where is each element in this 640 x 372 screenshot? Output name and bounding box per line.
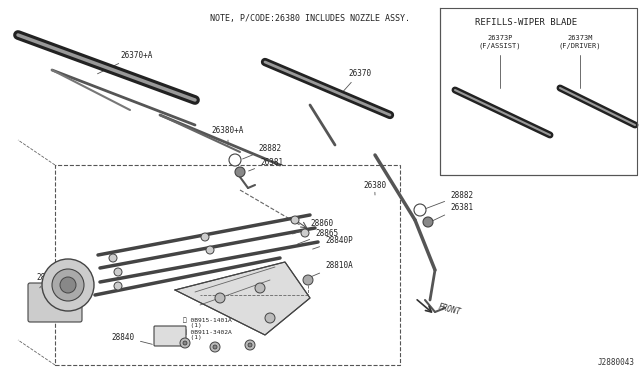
Text: NOTE, P/CODE:26380 INCLUDES NOZZLE ASSY.: NOTE, P/CODE:26380 INCLUDES NOZZLE ASSY. [210,13,410,22]
Text: REFILLS-WIPER BLADE: REFILLS-WIPER BLADE [475,17,577,26]
Circle shape [52,269,84,301]
Circle shape [245,340,255,350]
Circle shape [114,268,122,276]
Circle shape [265,313,275,323]
Circle shape [423,217,433,227]
Text: 28810A: 28810A [310,260,353,277]
Circle shape [213,345,217,349]
Circle shape [414,204,426,216]
Text: 28865: 28865 [298,228,338,244]
Text: 28860: 28860 [292,218,333,234]
Text: (1): (1) [183,323,202,327]
Text: 28840P: 28840P [312,235,353,249]
Circle shape [206,246,214,254]
Circle shape [303,275,313,285]
FancyBboxPatch shape [154,326,186,346]
Text: 28882: 28882 [243,144,281,159]
Circle shape [229,154,241,166]
Text: Ⓜ 0B915-1401A: Ⓜ 0B915-1401A [183,317,232,323]
Circle shape [180,338,190,348]
Circle shape [248,343,252,347]
Circle shape [215,293,225,303]
Circle shape [291,216,299,224]
Circle shape [114,282,122,290]
Bar [55,165,400,365]
Polygon shape [175,262,310,335]
Text: 26370: 26370 [342,68,371,93]
Circle shape [235,167,245,177]
Circle shape [109,254,117,262]
Text: 28840: 28840 [112,333,152,344]
Text: J2880043: J2880043 [598,358,635,367]
Text: FRONT: FRONT [437,303,461,317]
Circle shape [42,259,94,311]
Circle shape [183,341,187,345]
Circle shape [301,229,309,237]
Text: 28810: 28810 [37,273,60,288]
Circle shape [210,342,220,352]
Text: 26373M
(F/DRIVER): 26373M (F/DRIVER) [559,35,601,49]
FancyBboxPatch shape [28,283,82,322]
Text: (1): (1) [183,334,202,340]
Text: 28882: 28882 [424,190,473,209]
Text: 26380+A: 26380+A [212,125,244,145]
Text: 26381: 26381 [433,202,473,221]
Text: 26370+A: 26370+A [97,51,152,74]
Circle shape [60,277,76,293]
Circle shape [201,233,209,241]
Text: 26381: 26381 [248,157,283,171]
Text: Ⓝ 0B911-3402A: Ⓝ 0B911-3402A [183,329,232,335]
Text: 26380: 26380 [363,180,386,195]
Circle shape [255,283,265,293]
Text: 26373P
(F/ASSIST): 26373P (F/ASSIST) [479,35,521,49]
